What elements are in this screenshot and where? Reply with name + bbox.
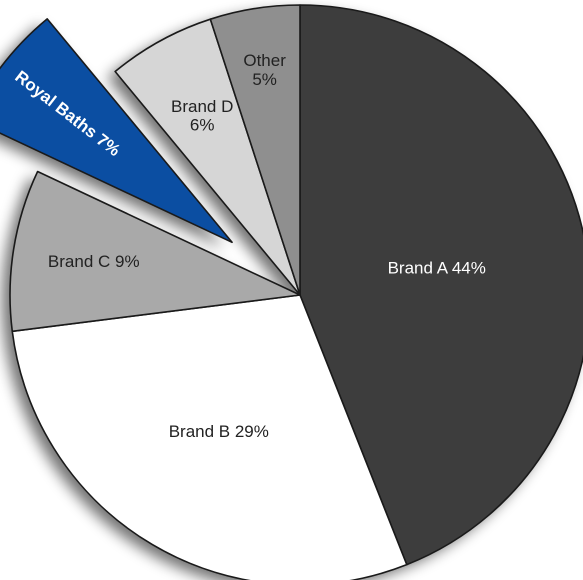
slice-brand-b bbox=[11, 294, 408, 580]
slice-other bbox=[209, 4, 301, 296]
slice-label-other: Other 5% bbox=[243, 52, 286, 90]
slice-brand-a bbox=[299, 4, 583, 566]
slice-brand-c bbox=[9, 170, 301, 333]
slice-label-brand-a: Brand A 44% bbox=[388, 258, 486, 277]
slice-label-brand-b: Brand B 29% bbox=[169, 422, 269, 441]
slice-label-brand-d: Brand D 6% bbox=[171, 97, 233, 135]
pie-slices bbox=[0, 4, 583, 580]
slice-royal-baths bbox=[0, 18, 233, 244]
slice-label-brand-c: Brand C 9% bbox=[48, 252, 140, 271]
